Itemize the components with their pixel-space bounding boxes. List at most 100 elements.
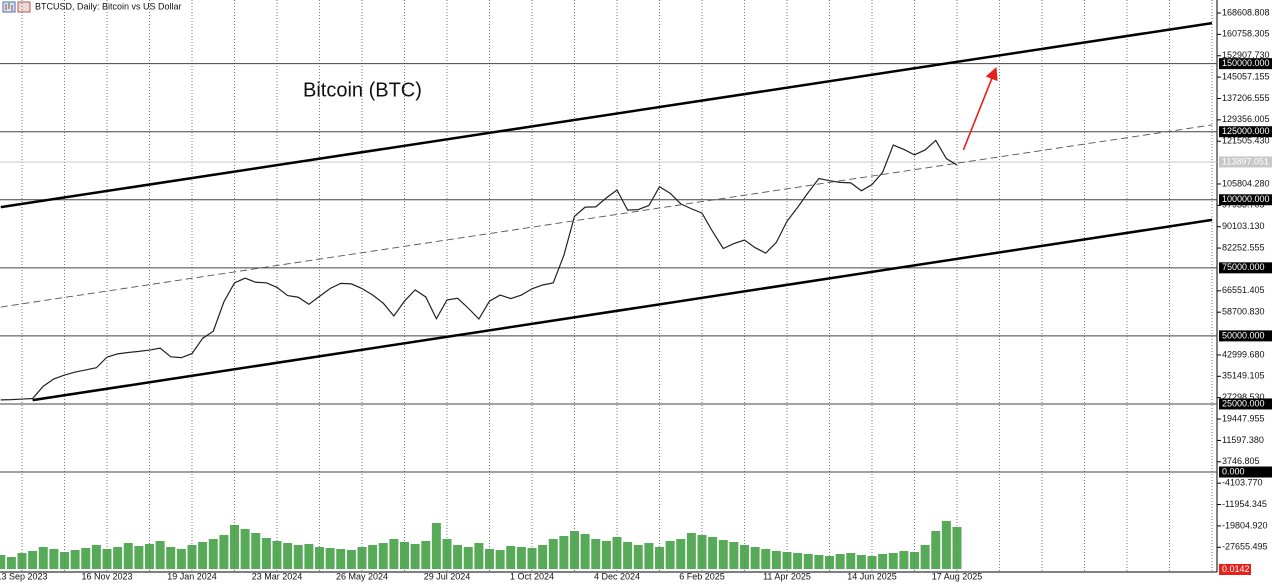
volume-bar bbox=[548, 539, 558, 569]
volume-bar bbox=[793, 553, 803, 569]
volume-bar bbox=[888, 553, 898, 569]
y-tick-label: 145057.155 bbox=[1222, 71, 1270, 81]
x-tick-label: 6 Feb 2025 bbox=[679, 571, 725, 581]
y-tick-label: 168608.808 bbox=[1222, 7, 1270, 17]
volume-bar bbox=[708, 537, 718, 569]
y-tick-label: 160758.305 bbox=[1222, 29, 1270, 39]
volume-bar bbox=[623, 542, 633, 569]
volume-bar bbox=[357, 547, 367, 569]
chart-title: Bitcoin (BTC) bbox=[303, 79, 422, 101]
volume-bar bbox=[219, 535, 229, 569]
y-tick-label: -27655.495 bbox=[1222, 542, 1268, 552]
volume-bar bbox=[580, 534, 590, 569]
volume-bar bbox=[378, 543, 388, 569]
trend-line bbox=[32, 218, 1213, 402]
annotation-arrow bbox=[962, 66, 998, 151]
level-label: 150000.000 bbox=[1222, 58, 1270, 68]
volume-bar bbox=[81, 548, 91, 569]
level-label: 100000.000 bbox=[1222, 194, 1270, 204]
volume-bar bbox=[814, 555, 824, 569]
volume-bar bbox=[28, 551, 38, 569]
volume-bar bbox=[346, 550, 356, 569]
y-tick-label: -19804.920 bbox=[1222, 520, 1268, 530]
volume-bar bbox=[899, 551, 909, 569]
volume-bar bbox=[283, 543, 293, 569]
level-label: 125000.000 bbox=[1222, 126, 1270, 136]
volume-bar bbox=[718, 540, 728, 569]
x-tick-label: 4 Dec 2024 bbox=[594, 571, 640, 581]
volume-last-box bbox=[1219, 564, 1251, 575]
volume-bar bbox=[261, 538, 271, 569]
volume-bar bbox=[516, 547, 526, 569]
volume-bar bbox=[495, 550, 505, 569]
volume-bar bbox=[633, 545, 643, 569]
volume-bar bbox=[389, 539, 399, 569]
volume-bar bbox=[38, 547, 48, 569]
level-label: 25000.000 bbox=[1222, 398, 1265, 408]
volume-bar bbox=[315, 547, 324, 569]
y-tick-label: 152907.730 bbox=[1222, 50, 1270, 60]
volume-bar bbox=[113, 547, 123, 569]
volume-bar bbox=[134, 546, 144, 569]
volume-bar bbox=[655, 547, 664, 569]
level-label-box bbox=[1219, 194, 1272, 206]
y-tick-label: 58700.830 bbox=[1222, 307, 1265, 317]
current-price-label: 113897.051 bbox=[1222, 156, 1269, 166]
volume-bar bbox=[410, 544, 420, 569]
y-tick-label: 105804.280 bbox=[1222, 178, 1270, 188]
volume-last-label: 0.0142 bbox=[1222, 564, 1250, 574]
volume-bar bbox=[145, 544, 154, 569]
trend-line bbox=[0, 124, 1213, 308]
volume-bar bbox=[856, 555, 866, 569]
x-tick-label: 1 Oct 2024 bbox=[510, 571, 554, 581]
volume-bar bbox=[612, 537, 622, 569]
current-price-box bbox=[1219, 156, 1272, 168]
volume-bar bbox=[644, 543, 654, 569]
volume-bar bbox=[538, 545, 548, 569]
level-label-box bbox=[1219, 262, 1272, 274]
level-label-box bbox=[1219, 58, 1272, 70]
level-label-box bbox=[1219, 466, 1272, 478]
volume-bar bbox=[591, 539, 601, 569]
level-label: 0.000 bbox=[1222, 466, 1245, 476]
volume-bar bbox=[878, 554, 888, 569]
volume-bar bbox=[208, 539, 218, 569]
x-tick-label: 16 Nov 2023 bbox=[81, 571, 132, 581]
volume-bar bbox=[485, 549, 494, 569]
y-tick-label: 129356.005 bbox=[1222, 114, 1270, 124]
level-label-box bbox=[1219, 126, 1272, 138]
volume-bar bbox=[686, 533, 696, 569]
volume-bar bbox=[336, 549, 346, 569]
volume-bar bbox=[102, 549, 112, 569]
y-tick-label: 121505.430 bbox=[1222, 136, 1270, 146]
x-tick-label: 17 Aug 2025 bbox=[932, 571, 983, 581]
volume-bar bbox=[400, 542, 409, 569]
volume-bar bbox=[60, 552, 69, 569]
volume-bar bbox=[803, 554, 813, 569]
volume-bar bbox=[251, 533, 261, 569]
volume-bar bbox=[729, 542, 739, 569]
y-tick-label: 42999.680 bbox=[1222, 349, 1265, 359]
y-tick-label: 137206.555 bbox=[1222, 93, 1270, 103]
volume-bar bbox=[740, 545, 749, 569]
volume-bar bbox=[941, 521, 951, 569]
volume-bar bbox=[676, 539, 686, 569]
x-tick-label: 29 Jul 2024 bbox=[424, 571, 471, 581]
volume-bar bbox=[527, 548, 537, 569]
volume-bar bbox=[166, 547, 176, 569]
volume-bar bbox=[825, 556, 834, 569]
volume-bar bbox=[304, 544, 314, 569]
y-tick-label: 66551.405 bbox=[1222, 285, 1265, 295]
volume-bar bbox=[49, 549, 59, 569]
volume-bar bbox=[920, 545, 930, 569]
volume-bar bbox=[910, 552, 919, 569]
x-tick-label: 11 Apr 2025 bbox=[763, 571, 811, 581]
volume-bar bbox=[230, 525, 239, 569]
volume-bar bbox=[474, 543, 484, 569]
volume-bar bbox=[601, 541, 611, 569]
y-tick-label: 90103.130 bbox=[1222, 221, 1265, 231]
volume-bar bbox=[442, 539, 452, 569]
volume-bar bbox=[431, 523, 441, 569]
